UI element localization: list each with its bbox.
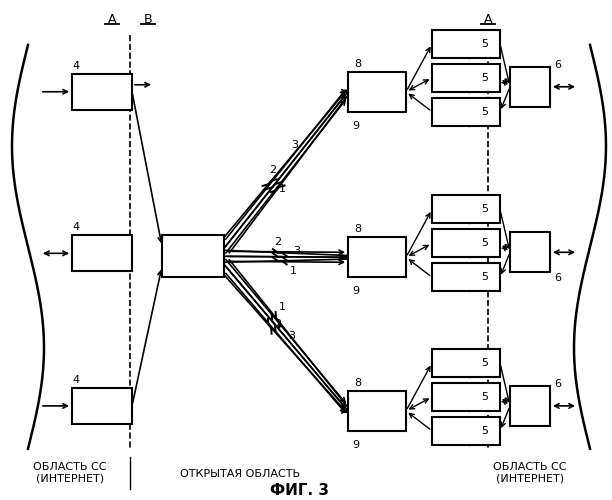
Text: ОБЛАСТЬ СС: ОБЛАСТЬ СС: [33, 462, 106, 471]
Text: ФИГ. 3: ФИГ. 3: [271, 483, 329, 498]
Text: 4: 4: [72, 375, 80, 385]
Text: 8: 8: [354, 59, 362, 69]
Bar: [510, 232, 550, 272]
Text: (ИНТЕРНЕТ): (ИНТЕРНЕТ): [36, 474, 104, 484]
Bar: [432, 417, 500, 445]
Text: 5: 5: [481, 73, 488, 83]
Text: A: A: [483, 14, 492, 26]
Text: 3: 3: [291, 140, 299, 149]
Bar: [72, 236, 132, 272]
Text: ОТКРЫТАЯ ОБЛАСТЬ: ОТКРЫТАЯ ОБЛАСТЬ: [180, 468, 300, 478]
Text: 8: 8: [354, 224, 362, 234]
Bar: [348, 72, 406, 112]
Text: 3: 3: [288, 331, 296, 341]
Text: 1: 1: [278, 184, 286, 194]
Bar: [432, 383, 500, 411]
Text: 5: 5: [481, 204, 488, 214]
Text: 4: 4: [72, 61, 80, 71]
Text: 8: 8: [354, 378, 362, 388]
Text: 6: 6: [554, 274, 561, 283]
Bar: [432, 64, 500, 92]
Text: 2: 2: [274, 238, 282, 248]
Text: 5: 5: [481, 358, 488, 368]
Text: 4: 4: [72, 222, 80, 232]
Text: 9: 9: [353, 286, 360, 296]
Text: 6: 6: [554, 379, 561, 389]
Text: 5: 5: [481, 106, 488, 117]
Text: 9: 9: [353, 440, 360, 450]
Text: 5: 5: [481, 272, 488, 282]
Bar: [348, 391, 406, 431]
Bar: [432, 196, 500, 224]
Text: 5: 5: [481, 392, 488, 402]
Text: A: A: [108, 14, 116, 26]
Bar: [432, 98, 500, 126]
Text: B: B: [144, 14, 152, 26]
Bar: [432, 264, 500, 291]
Bar: [348, 238, 406, 278]
Text: 9: 9: [353, 120, 360, 130]
Text: 5: 5: [481, 238, 488, 248]
Text: 1: 1: [289, 266, 296, 276]
Text: 5: 5: [481, 39, 488, 49]
Text: 2: 2: [274, 319, 282, 329]
Text: ОБЛАСТЬ СС: ОБЛАСТЬ СС: [493, 462, 567, 471]
Bar: [432, 349, 500, 377]
Text: 1: 1: [278, 302, 286, 312]
Text: 6: 6: [554, 60, 561, 70]
Bar: [432, 30, 500, 58]
Text: 5: 5: [481, 426, 488, 436]
Text: (ИНТЕРНЕТ): (ИНТЕРНЕТ): [496, 474, 564, 484]
Bar: [162, 236, 224, 278]
Bar: [432, 230, 500, 258]
Bar: [72, 74, 132, 110]
Bar: [510, 386, 550, 426]
Bar: [510, 67, 550, 106]
Text: 2: 2: [269, 164, 277, 174]
Bar: [72, 388, 132, 424]
Text: 3: 3: [294, 246, 300, 256]
